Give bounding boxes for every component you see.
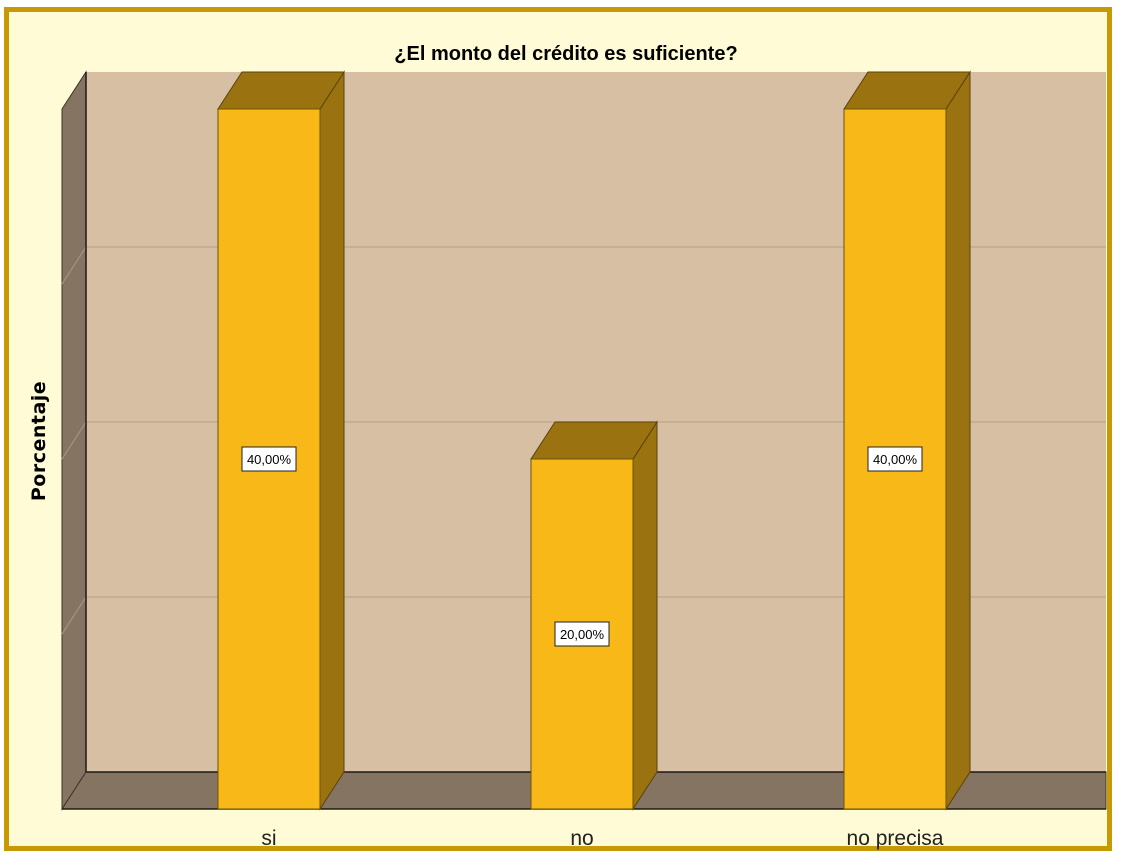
bar-side-0 — [319, 70, 345, 811]
data-label-0: 40,00% — [247, 452, 292, 467]
chart-title: ¿El monto del crédito es suficiente? — [394, 43, 737, 65]
x-tick-label-2: no precisa — [847, 827, 944, 850]
data-label-box-1 — [554, 621, 610, 647]
x-tick-label-0: si — [261, 827, 276, 850]
x-tick-label-1: no — [570, 827, 593, 850]
left-wall-gridline — [61, 596, 87, 635]
plot-area: 40,00% si 20,00% no 40,00% no precisa — [61, 70, 1107, 850]
data-label-box-0 — [241, 446, 297, 472]
bar-side-1 — [632, 420, 658, 811]
bar-side-2 — [945, 70, 971, 811]
left-wall-gridline — [61, 421, 87, 460]
data-label-1: 20,00% — [560, 627, 605, 642]
data-label-2: 40,00% — [873, 452, 918, 467]
left-wall-gridline — [61, 246, 87, 285]
y-axis-label: Porcentaje — [28, 381, 50, 501]
data-label-box-2 — [867, 446, 923, 472]
